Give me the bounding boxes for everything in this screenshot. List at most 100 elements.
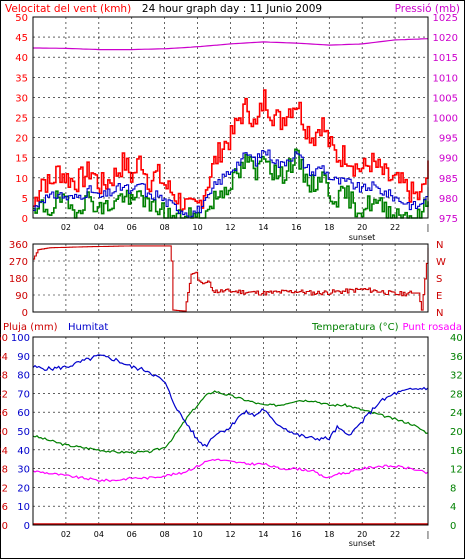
y-tick-label: 6 [2,502,8,513]
y-tick-label: 1015 [433,53,458,64]
y-tick-label: 28 [450,389,463,400]
direction-series [33,245,429,312]
x-tick-label: | [427,223,430,232]
y-tick-label: 10 [17,502,30,513]
wind-grid [33,17,428,218]
climate-plot-frame [32,336,429,526]
y-tick-label: 45 [15,33,28,44]
y-tick-label: 50 [17,427,30,438]
y-tick-label: 1020 [433,33,458,44]
y-tick-label: W [436,257,446,268]
x-tick-label: 06 [127,530,137,539]
y-tick-label: 16 [450,446,463,457]
x-tick-label: 10 [192,223,202,232]
y-tick-label: 4 [450,502,456,513]
x-tick-label: 08 [160,223,170,232]
chart-title: 24 hour graph day : 11 Junio 2009 [142,3,322,15]
y-tick-label: 985 [439,174,458,185]
x-tick-label: | [427,530,430,539]
x-tick-label: 16 [291,223,301,232]
y-tick-label: 975 [439,214,458,225]
y-tick-label: 1025 [433,13,458,24]
x-tick-label: 10 [192,530,202,539]
direction-plot-frame [32,243,429,313]
y-tick-label: 20 [450,427,463,438]
y-tick-label: 270 [9,257,28,268]
y-tick-label: 15 [15,154,28,165]
wind-plot-frame [32,16,429,219]
x-tick-label: 22 [390,223,400,232]
y-tick-label: 1000 [433,114,458,125]
direction-grid [33,244,428,312]
y-tick-label: 24 [450,408,463,419]
pressure-y-axis: 975 980 985 990 995 1000 1005 1010 1015 1020 1025 [433,13,458,225]
y-tick-label: 5 [22,194,28,205]
y-tick-label: 20 [17,483,30,494]
y-tick-label: 90 [17,352,30,363]
y-tick-label: 1005 [433,93,458,104]
dewpoint-axis-label: Punt rosada [403,322,462,333]
y-tick-label: 0 [2,521,8,532]
y-tick-label: 12 [0,483,8,494]
y-tick-label: 0 [22,214,28,225]
wind-speed-line [33,148,429,219]
y-tick-label: 0 [450,521,456,532]
temperature-axis-label: Temperatura (°C) [311,322,399,333]
rain-y-axis: 0 6 12 18 24 30 36 42 48 54 60 [0,333,8,532]
x-tick-label: 02 [61,223,71,232]
y-tick-label: 360 [9,240,28,251]
x-tick-label: 14 [258,530,268,539]
y-tick-label: 0 [22,308,28,319]
x-tick-label: 12 [225,223,235,232]
y-tick-label: E [436,291,442,302]
pressure-line [33,38,429,51]
humidity-axis-label: Humitat [68,322,108,333]
climate-x-axis: 02 04 06 08 10 12 14 16 18 20 22 | [61,530,430,539]
y-tick-label: 100 [11,333,30,344]
y-tick-label: 25 [15,114,28,125]
x-tick-label: 04 [94,223,104,232]
y-tick-label: 12 [450,465,463,476]
y-tick-label: 1010 [433,73,458,84]
direction-line [33,245,429,312]
y-tick-label: 18 [0,465,8,476]
y-tick-label: 0 [24,521,30,532]
dewpoint-line [32,458,429,483]
x-tick-label: 02 [61,530,71,539]
y-tick-label: 40 [15,53,28,64]
x-tick-label: 14 [258,223,268,232]
x-tick-label: 04 [94,530,104,539]
y-tick-label: 60 [17,408,30,419]
y-tick-label: 10 [15,174,28,185]
humidity-y-axis: 0 10 20 30 40 50 60 70 80 90 100 [11,333,30,532]
y-tick-label: 30 [15,93,28,104]
y-tick-label: 54 [0,352,8,363]
x-tick-label: 18 [324,223,334,232]
gust-line [33,89,429,212]
rain-axis-label: Pluja (mm) [3,322,58,333]
wind-y-axis: 0 5 10 15 20 25 30 35 40 45 50 [15,13,28,225]
y-tick-label: N [436,308,443,319]
wind-x-axis: 02 04 06 08 10 12 14 16 18 20 22 | [61,223,430,232]
direction-y-axis: 360 270 180 90 0 [9,240,28,319]
y-tick-label: 990 [439,154,458,165]
x-tick-label: 18 [324,530,334,539]
y-tick-label: 8 [450,483,456,494]
temperature-y-axis: 0 4 8 12 16 20 24 28 32 36 40 [450,333,463,532]
y-tick-label: 180 [9,274,28,285]
avg-wind-line [33,149,429,219]
x-tick-label: 20 [357,223,367,232]
wind-axis-label: Velocitat del vent (kmh) [5,3,131,15]
y-tick-label: 36 [450,352,463,363]
y-tick-label: 48 [0,371,8,382]
sunset-marker-2: sunset [349,539,376,548]
y-tick-label: 50 [15,13,28,24]
climate-series [32,354,429,525]
y-tick-label: 30 [0,427,8,438]
y-tick-label: 20 [15,134,28,145]
x-tick-label: 12 [225,530,235,539]
y-tick-label: 42 [0,389,8,400]
wind-series [33,38,429,219]
